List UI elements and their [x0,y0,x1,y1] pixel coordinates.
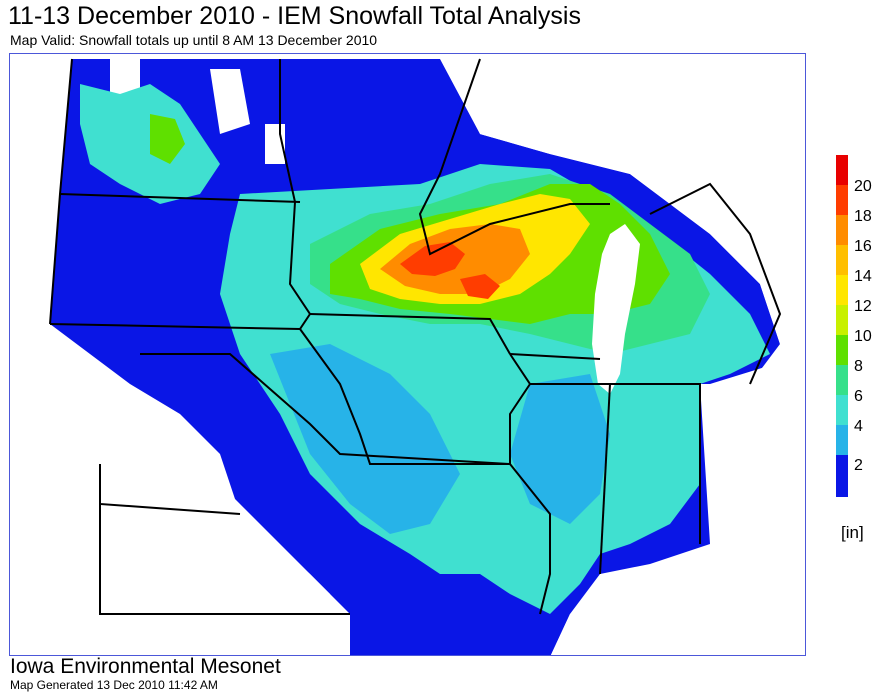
legend-tick-16: 16 [854,238,872,255]
snowfall-map [9,53,806,656]
state-boundaries [49,58,782,615]
snowfall-legend: 20 18 16 14 12 10 8 6 4 2 [836,155,882,555]
legend-swatch-8 [836,365,848,395]
footer-generated: Map Generated 13 Dec 2010 11:42 AM [10,678,218,692]
legend-tick-18: 18 [854,208,872,225]
no-data-region-southwest [10,354,350,655]
legend-swatch-22 [836,155,848,185]
legend-swatch-16 [836,245,848,275]
legend-tick-14: 14 [854,268,872,285]
legend-swatch-6 [836,395,848,425]
snowfall-18-20in-region [400,242,500,299]
legend-tick-12: 12 [854,298,872,315]
snowfall-nw-green-patch [150,114,185,164]
legend-swatch-20 [836,185,848,215]
legend-colorbar: 20 18 16 14 12 10 8 6 4 2 [836,155,872,497]
legend-tick-8: 8 [854,358,863,375]
legend-swatch-4 [836,425,848,455]
snowfall-map-canvas [10,58,805,655]
legend-swatch-2 [836,455,848,497]
lake-michigan [592,224,640,394]
legend-tick-10: 10 [854,328,872,345]
legend-swatch-12 [836,305,848,335]
map-title: 11-13 December 2010 - IEM Snowfall Total… [8,2,581,30]
footer-org: Iowa Environmental Mesonet [10,655,281,678]
legend-tick-20: 20 [854,178,872,195]
legend-swatch-10 [836,335,848,365]
no-data-region-east [710,354,805,544]
no-data-region-southeast [550,534,805,655]
legend-tick-2: 2 [854,457,863,474]
legend-tick-4: 4 [854,418,863,435]
legend-swatch-14 [836,275,848,305]
no-data-region-northeast [480,59,805,354]
no-data-region-north [110,59,285,164]
snowfall-light-blue-region [270,344,610,534]
legend-swatch-18 [836,215,848,245]
legend-tick-6: 6 [854,388,863,405]
map-subtitle: Map Valid: Snowfall totals up until 8 AM… [10,32,378,48]
legend-unit: [in] [841,523,864,542]
